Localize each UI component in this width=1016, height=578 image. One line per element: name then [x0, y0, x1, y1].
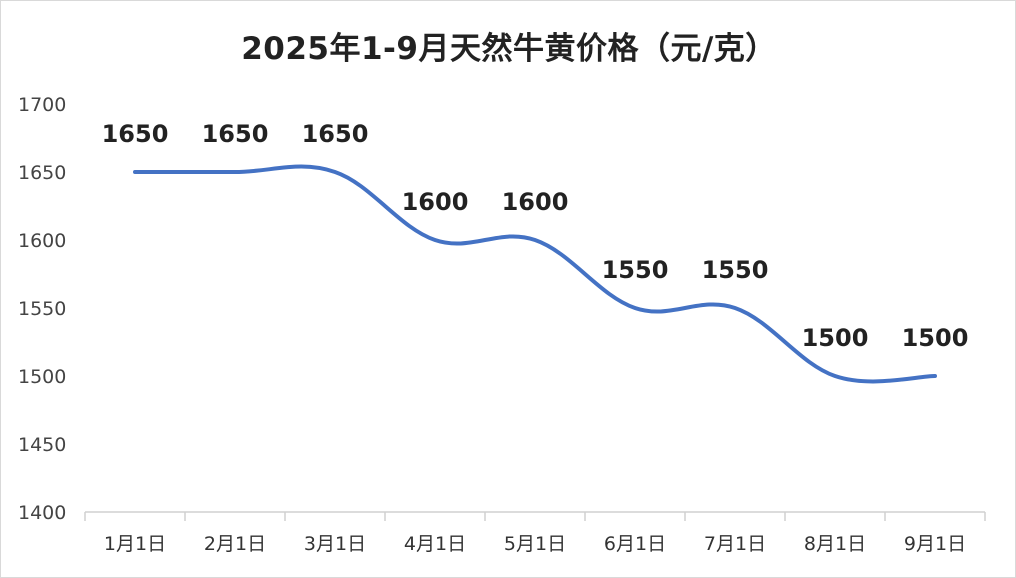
chart-title: 2025年1-9月天然牛黄价格（元/克）	[241, 31, 777, 67]
data-point	[233, 170, 237, 174]
data-point	[733, 306, 737, 310]
data-label: 1650	[302, 120, 369, 148]
x-tick-label: 6月1日	[604, 533, 666, 555]
data-label: 1500	[802, 324, 869, 352]
data-label: 1650	[202, 120, 269, 148]
x-tick-label: 3月1日	[304, 533, 366, 555]
data-label: 1650	[102, 120, 169, 148]
data-point	[133, 170, 137, 174]
y-tick-label: 1450	[18, 434, 66, 456]
data-label: 1550	[702, 256, 769, 284]
y-tick-label: 1650	[18, 162, 66, 184]
y-tick-label: 1550	[18, 298, 66, 320]
x-tick-label: 1月1日	[104, 533, 166, 555]
x-tick-label: 4月1日	[404, 533, 466, 555]
data-label: 1600	[402, 188, 469, 216]
y-tick-label: 1500	[18, 366, 66, 388]
data-point	[433, 238, 437, 242]
x-tick-label: 5月1日	[504, 533, 566, 555]
y-tick-label: 1600	[18, 230, 66, 252]
x-tick-label: 7月1日	[704, 533, 766, 555]
data-label: 1550	[602, 256, 669, 284]
series-layer	[133, 164, 937, 384]
data-point	[633, 306, 637, 310]
series-line	[133, 164, 937, 384]
y-axis: 1400 1450 1500 1550 1600 1650 1700	[18, 94, 66, 524]
data-point	[933, 374, 937, 378]
x-tick-label: 8月1日	[804, 533, 866, 555]
x-axis: 1月1日 2月1日 3月1日 4月1日 5月1日 6月1日 7月1日 8月1日 9月1日	[84, 511, 986, 555]
x-tick-label: 9月1日	[904, 533, 966, 555]
data-point	[833, 374, 837, 378]
y-tick-label: 1400	[18, 502, 66, 524]
y-tick-label: 1700	[18, 94, 66, 116]
data-point	[533, 238, 537, 242]
data-label: 1500	[902, 324, 969, 352]
x-tick-label: 2月1日	[204, 533, 266, 555]
data-point	[333, 170, 337, 174]
data-labels: 1650 1650 1650 1600 1600 1550 1550 1500 1500	[102, 120, 969, 352]
data-label: 1600	[502, 188, 569, 216]
